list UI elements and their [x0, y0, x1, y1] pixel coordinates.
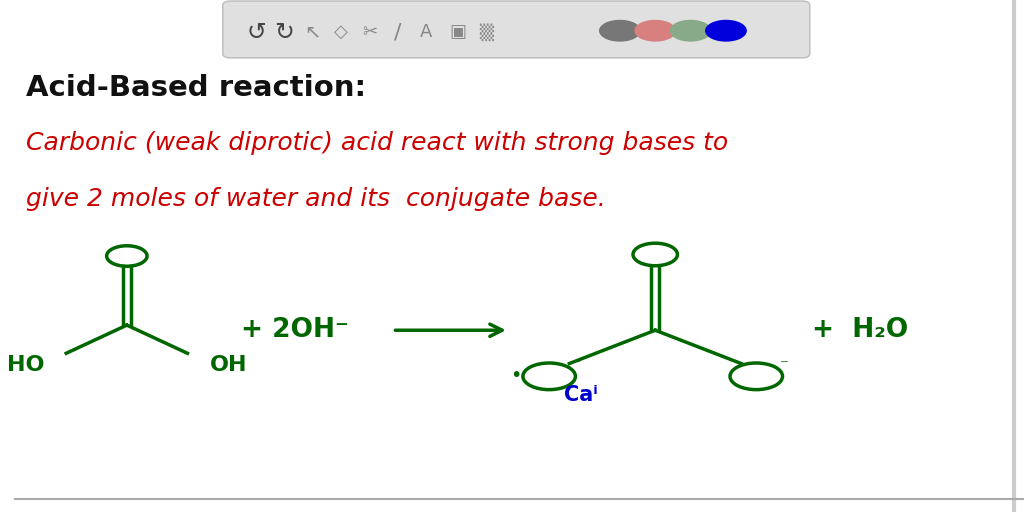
- Text: /: /: [394, 22, 401, 42]
- FancyBboxPatch shape: [223, 1, 810, 58]
- Text: ◇: ◇: [334, 23, 348, 41]
- Text: ▒: ▒: [479, 23, 494, 41]
- Text: ↺: ↺: [247, 20, 266, 44]
- Text: HO: HO: [6, 355, 44, 375]
- Text: A: A: [420, 23, 432, 41]
- Text: ⁻: ⁻: [780, 356, 788, 374]
- Text: give 2 moles of water and its  conjugate base.: give 2 moles of water and its conjugate …: [26, 187, 605, 211]
- Text: +  H₂O: + H₂O: [812, 317, 908, 343]
- Text: •: •: [510, 366, 521, 385]
- Text: ⁻: ⁻: [572, 356, 581, 374]
- Text: Acid-Based reaction:: Acid-Based reaction:: [26, 74, 366, 102]
- Text: ✂: ✂: [361, 23, 377, 41]
- Text: + 2OH⁻: + 2OH⁻: [241, 317, 349, 343]
- Circle shape: [671, 20, 711, 41]
- Text: ↖: ↖: [304, 23, 321, 42]
- Text: Caⁱ: Caⁱ: [564, 385, 598, 406]
- Text: OH: OH: [210, 355, 247, 375]
- Circle shape: [706, 20, 746, 41]
- Text: ▣: ▣: [450, 23, 467, 41]
- Text: Carbonic (weak diprotic) acid react with strong bases to: Carbonic (weak diprotic) acid react with…: [26, 131, 728, 155]
- Text: ↻: ↻: [274, 20, 294, 44]
- Circle shape: [635, 20, 676, 41]
- Circle shape: [600, 20, 640, 41]
